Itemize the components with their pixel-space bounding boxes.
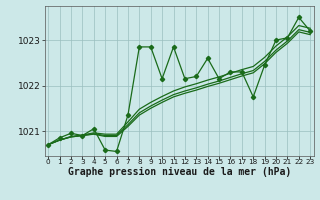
X-axis label: Graphe pression niveau de la mer (hPa): Graphe pression niveau de la mer (hPa) xyxy=(68,167,291,177)
